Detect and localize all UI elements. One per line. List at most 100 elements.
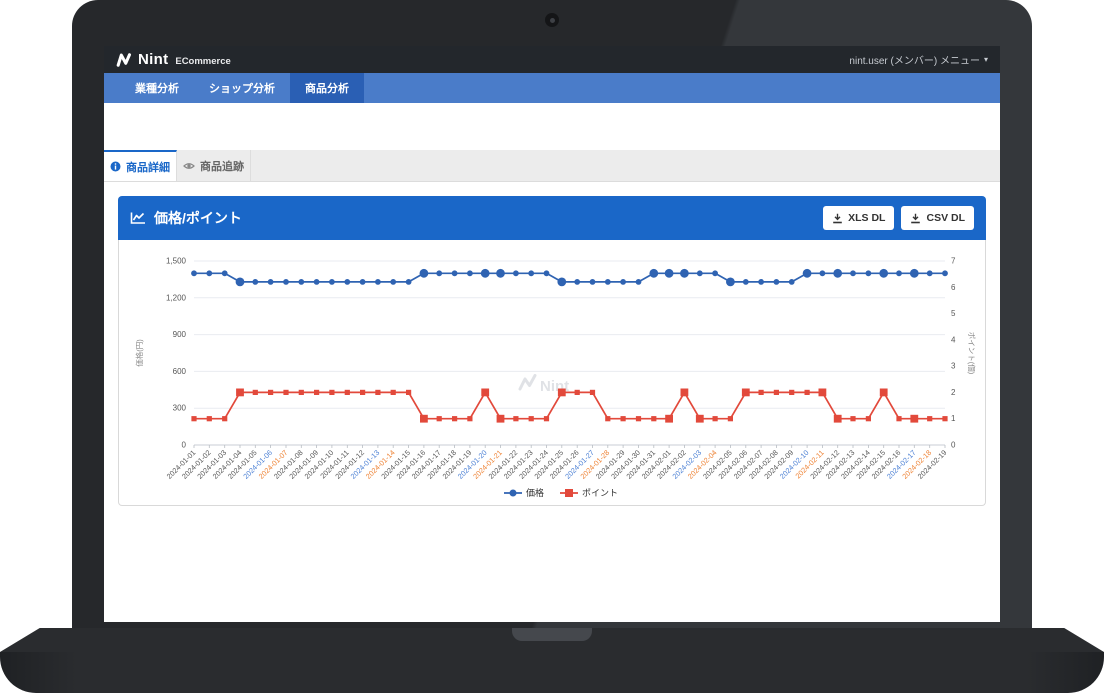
point-marker xyxy=(712,416,718,422)
price-marker xyxy=(283,279,289,285)
left-axis-tick-label: 1,500 xyxy=(166,257,187,266)
point-marker xyxy=(833,414,842,423)
laptop-base-notch xyxy=(512,628,592,641)
price-marker xyxy=(375,279,381,285)
price-marker xyxy=(635,279,642,285)
price-marker xyxy=(696,270,703,277)
card-body: 0 300 600 900 1,200 1,500 0 1 2 3 4 5 6 7 価格(円) ポイント(個)… xyxy=(118,240,986,506)
right-axis-tick-label: 3 xyxy=(951,362,956,371)
nav-item-industry[interactable]: 業種分析 xyxy=(120,73,194,103)
price-marker xyxy=(712,270,718,277)
point-marker xyxy=(528,416,534,422)
webcam-dot xyxy=(545,13,559,27)
price-marker xyxy=(589,279,596,285)
right-axis-tick-label: 5 xyxy=(951,309,956,318)
point-marker xyxy=(789,389,795,395)
left-axis-tick-label: 600 xyxy=(173,367,187,376)
point-marker xyxy=(665,414,673,423)
legend-item[interactable]: 価格 xyxy=(504,487,544,498)
point-marker xyxy=(804,389,810,395)
point-marker xyxy=(496,414,505,423)
eye-icon xyxy=(183,161,195,171)
price-marker xyxy=(896,270,902,277)
download-icon xyxy=(910,213,921,224)
xls-download-button[interactable]: XLS DL xyxy=(823,206,895,230)
right-axis-tick-label: 4 xyxy=(951,335,956,344)
right-axis-tick-label: 7 xyxy=(951,257,956,266)
legend-item[interactable]: ポイント xyxy=(560,488,618,498)
point-marker xyxy=(758,389,764,395)
price-marker xyxy=(344,279,351,285)
right-axis-tick-label: 1 xyxy=(951,414,956,423)
point-marker xyxy=(481,388,490,397)
point-marker xyxy=(620,416,626,422)
price-marker xyxy=(833,268,843,278)
nav-item-shop[interactable]: ショップ分析 xyxy=(194,73,290,103)
card-title-text: 価格/ポイント xyxy=(154,210,242,226)
csv-download-button[interactable]: CSV DL xyxy=(901,206,974,230)
price-marker xyxy=(267,279,274,285)
price-marker xyxy=(926,270,933,277)
point-marker xyxy=(222,416,228,422)
sub-tabstrip: 商品詳細 商品追跡 xyxy=(104,150,1000,182)
price-marker xyxy=(221,270,228,277)
price-marker xyxy=(528,270,535,277)
price-marker xyxy=(298,279,305,285)
price-marker xyxy=(726,277,735,287)
point-marker xyxy=(329,389,335,395)
price-point-card: 価格/ポイント XLS DL xyxy=(118,196,986,506)
price-marker xyxy=(329,279,335,285)
price-marker xyxy=(942,270,948,277)
price-marker xyxy=(649,268,659,278)
point-marker xyxy=(927,416,933,422)
price-marker xyxy=(206,270,213,277)
price-marker xyxy=(451,270,458,277)
user-menu[interactable]: nint.user (メンバー) メニュー ▾ xyxy=(849,52,988,67)
price-marker xyxy=(664,268,674,278)
price-marker xyxy=(819,270,826,277)
price-marker xyxy=(802,268,812,278)
point-marker xyxy=(191,416,197,422)
price-marker xyxy=(436,270,443,277)
price-marker xyxy=(742,279,749,285)
line-chart-icon xyxy=(130,211,146,225)
point-marker xyxy=(557,388,566,397)
point-marker xyxy=(252,389,258,395)
card-title: 価格/ポイント xyxy=(130,208,242,228)
chart-container: 0 300 600 900 1,200 1,500 0 1 2 3 4 5 6 7 価格(円) ポイント(個)… xyxy=(122,243,982,508)
caret-down-icon: ▾ xyxy=(983,55,988,64)
price-marker xyxy=(359,279,366,285)
point-marker xyxy=(589,389,596,395)
left-axis-tick-label: 1,200 xyxy=(166,293,187,302)
price-marker xyxy=(313,279,320,285)
point-marker xyxy=(467,416,473,422)
laptop-base-bottom xyxy=(0,652,1104,693)
point-marker xyxy=(605,416,611,422)
point-marker xyxy=(314,389,320,395)
price-marker xyxy=(235,277,245,287)
price-marker xyxy=(543,270,550,277)
point-marker xyxy=(818,388,827,397)
tab-product-tracking[interactable]: 商品追跡 xyxy=(177,150,251,181)
point-marker xyxy=(773,389,779,395)
left-axis-tick-label: 300 xyxy=(173,404,187,413)
point-marker xyxy=(236,388,244,397)
price-marker xyxy=(419,268,429,278)
user-menu-label: nint.user (メンバー) メニュー xyxy=(849,56,980,67)
right-axis-tick-label: 2 xyxy=(951,388,956,397)
point-marker xyxy=(910,414,919,423)
tab-label: 商品追跡 xyxy=(200,160,244,173)
point-marker xyxy=(420,414,428,423)
tab-product-detail[interactable]: 商品詳細 xyxy=(104,150,177,181)
point-marker xyxy=(344,389,350,395)
point-marker xyxy=(268,389,274,395)
point-marker xyxy=(865,416,871,422)
point-marker xyxy=(390,389,396,395)
brand-name: Nint xyxy=(138,51,169,68)
point-marker xyxy=(879,388,888,397)
nav-item-product[interactable]: 商品分析 xyxy=(290,73,364,103)
card-header: 価格/ポイント XLS DL xyxy=(118,196,986,240)
app-header: Nint ECommerce nint.user (メンバー) メニュー ▾ xyxy=(104,46,1000,73)
price-marker xyxy=(604,279,611,285)
right-axis-tick-label: 6 xyxy=(951,283,956,292)
